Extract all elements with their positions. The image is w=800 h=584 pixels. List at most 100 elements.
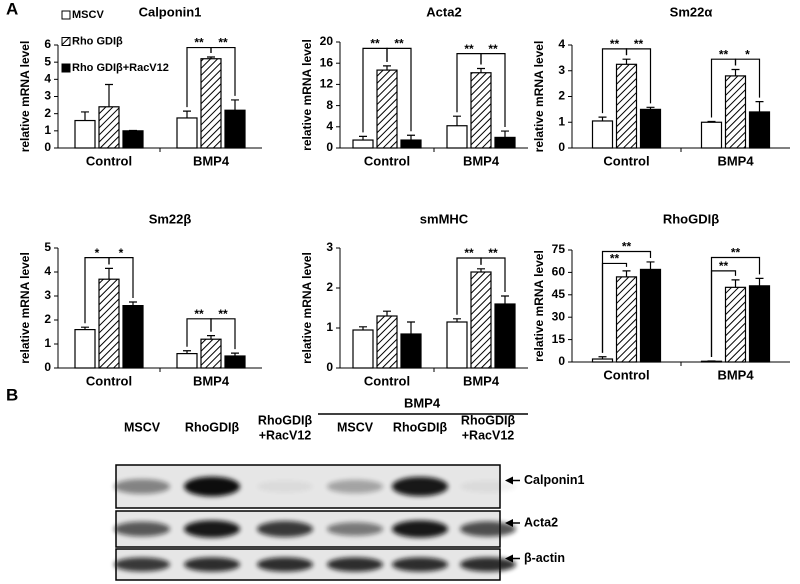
lane-label: +RacV12: [462, 428, 515, 442]
bar: [176, 353, 198, 369]
lane-label: RhoGDIβ: [461, 413, 516, 427]
y-axis-label: relative mRNA level: [300, 252, 314, 364]
blot-band: [114, 479, 170, 494]
y-tick-label: 0: [558, 354, 565, 368]
error-bar: [501, 295, 509, 304]
blot-arrow: [505, 476, 513, 485]
y-tick-label: 20: [320, 34, 334, 48]
blot-band: [114, 557, 170, 572]
error-bar: [598, 356, 607, 360]
significance-bracket: [386, 47, 412, 132]
error-bar: [81, 111, 89, 121]
error-bar: [622, 270, 631, 277]
error-bar: [129, 301, 137, 306]
bar: [400, 139, 422, 149]
significance-label: **: [488, 246, 498, 260]
error-bar: [707, 120, 716, 123]
y-tick-label: 3: [44, 288, 51, 302]
y-tick-label: 45: [552, 287, 566, 301]
x-tick-label: Control: [86, 373, 132, 388]
y-tick-label: 3: [44, 89, 51, 103]
significance-label: **: [719, 47, 729, 61]
blot-band: [257, 557, 313, 572]
bar: [615, 276, 638, 363]
bar: [591, 120, 614, 149]
error-bar: [207, 56, 215, 59]
error-bar: [183, 350, 191, 354]
lane-label: RhoGDIβ: [258, 413, 313, 427]
y-tick-label: 0: [558, 140, 565, 154]
bar: [98, 106, 120, 149]
y-tick-label: 1: [44, 123, 51, 137]
x-tick-label: Control: [86, 153, 132, 168]
x-tick-label: BMP4: [193, 373, 230, 388]
blot-band: [327, 522, 383, 536]
error-bar: [731, 68, 740, 76]
chart-title: smMHC: [420, 211, 469, 226]
bar: [724, 286, 747, 363]
bar: [122, 305, 144, 369]
bar: [446, 125, 468, 149]
significance-label: *: [95, 246, 100, 260]
bar: [224, 355, 246, 369]
error-bar: [359, 326, 367, 330]
legend-swatch: [61, 63, 71, 73]
legend-label: Rho GDIβ+RacV12: [72, 62, 169, 74]
blot-band: [460, 521, 516, 537]
significance-bracket: [210, 46, 236, 96]
blot-band: [392, 557, 448, 572]
significance-label: **: [719, 259, 729, 273]
bar: [122, 130, 144, 149]
y-tick-label: 15: [552, 332, 566, 346]
error-bar: [622, 58, 631, 65]
significance-label: **: [488, 42, 498, 56]
y-tick-label: 5: [44, 54, 51, 68]
x-tick-label: Control: [603, 367, 649, 382]
significance-bracket: [601, 250, 652, 353]
significance-label: **: [610, 37, 620, 51]
error-bar: [646, 106, 655, 110]
bar: [376, 69, 398, 149]
y-axis-label: relative mRNA level: [300, 39, 314, 151]
bar: [352, 139, 374, 149]
error-bar: [646, 261, 655, 270]
y-tick-label: 30: [552, 309, 566, 323]
y-tick-label: 0: [326, 140, 333, 154]
error-bar: [598, 116, 607, 121]
blot-band: [460, 557, 516, 572]
bar: [639, 108, 662, 149]
y-tick-label: 60: [552, 265, 566, 279]
significance-label: *: [745, 47, 750, 61]
bar: [224, 109, 246, 149]
y-tick-label: 0: [44, 360, 51, 374]
bar: [74, 119, 96, 149]
significance-label: **: [464, 246, 474, 260]
significance-label: *: [119, 246, 124, 260]
lane-label: RhoGDIβ: [185, 420, 240, 434]
chart-title: Sm22α: [670, 4, 713, 19]
lane-label: MSCV: [124, 420, 161, 434]
bar: [494, 136, 516, 149]
blot-band: [184, 520, 240, 538]
legend-swatch: [61, 37, 71, 46]
bar: [176, 117, 198, 149]
significance-label: **: [464, 42, 474, 56]
bar: [446, 321, 468, 369]
error-bar: [383, 310, 391, 316]
y-tick-label: 4: [558, 37, 565, 51]
y-tick-label: 4: [44, 264, 51, 278]
error-bar: [183, 110, 191, 118]
y-tick-label: 0: [326, 360, 333, 374]
y-tick-label: 12: [320, 77, 334, 91]
blot-group-label: BMP4: [404, 395, 441, 410]
error-bar: [755, 101, 764, 112]
bar: [494, 303, 516, 369]
significance-bracket: [480, 257, 506, 292]
bar: [400, 333, 422, 369]
bar: [352, 329, 374, 369]
significance-bracket: [734, 58, 761, 98]
y-tick-label: 2: [44, 106, 51, 120]
bar: [748, 111, 771, 149]
blot-row-label: β-actin: [524, 551, 565, 565]
